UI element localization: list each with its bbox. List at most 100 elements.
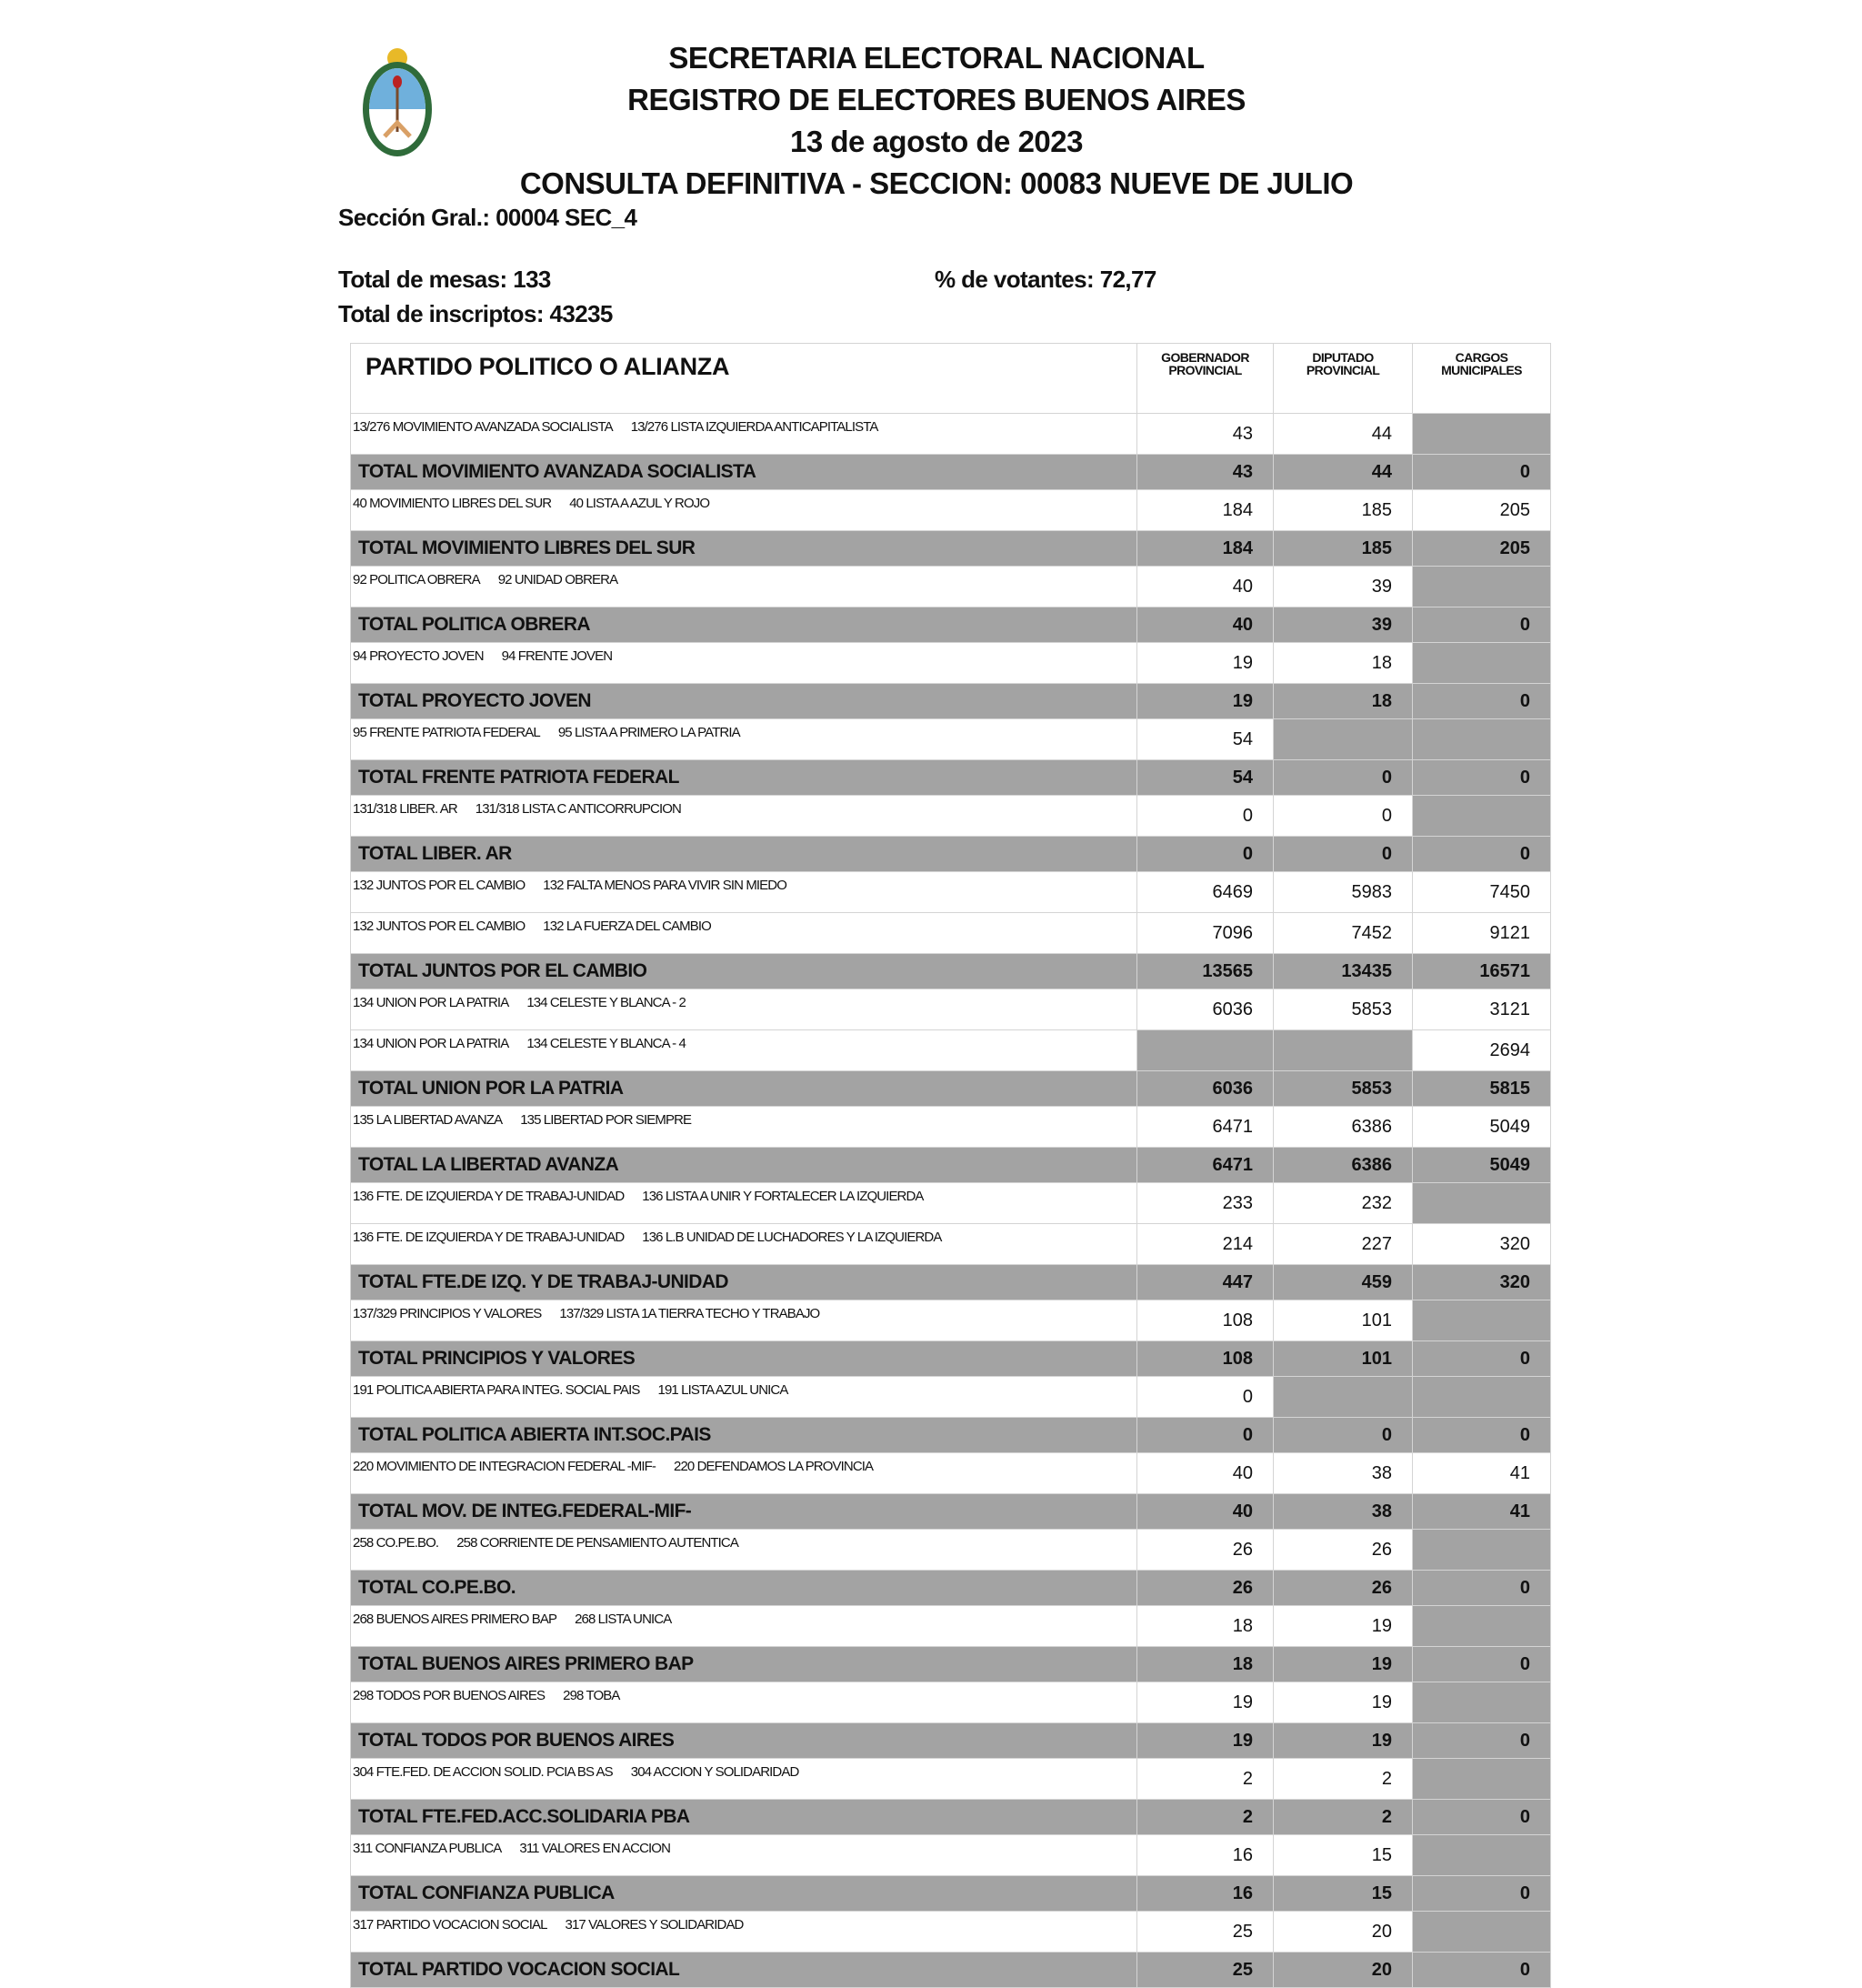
party-cell: TOTAL CONFIANZA PUBLICA: [350, 1875, 1137, 1912]
total-row: TOTAL POLITICA ABIERTA INT.SOC.PAIS 0 0 0: [350, 1417, 1551, 1453]
gobernador-value: 233: [1136, 1182, 1274, 1224]
total-row: TOTAL PROYECTO JOVEN 19 18 0: [350, 683, 1551, 719]
gobernador-value: 19: [1136, 683, 1274, 719]
municipales-value: 5815: [1412, 1070, 1551, 1107]
diputado-value: 5853: [1273, 989, 1413, 1030]
list-row: 311 CONFIANZA PUBLICA 311 VALORES EN ACCI…: [350, 1834, 1551, 1876]
party-cell: TOTAL CO.PE.BO.: [350, 1570, 1137, 1606]
gobernador-value: 0: [1136, 1376, 1274, 1418]
gobernador-value: 6471: [1136, 1147, 1274, 1183]
list-name: 131/318 LISTA C ANTICORRUPCION: [475, 801, 682, 817]
municipales-value: [1412, 718, 1551, 760]
diputado-value: 19: [1273, 1682, 1413, 1723]
party-name: 13/276 MOVIMIENTO AVANZADA SOCIALISTA: [353, 419, 614, 435]
municipales-value: [1412, 1182, 1551, 1224]
list-name: 298 TOBA: [563, 1688, 620, 1703]
column-header-line: CARGOS: [1455, 350, 1508, 365]
party-name: 268 BUENOS AIRES PRIMERO BAP: [353, 1611, 557, 1627]
party-name: 135 LA LIBERTAD AVANZA: [353, 1112, 503, 1128]
party-cell: 131/318 LIBER. AR 131/318 LISTA C ANTICOR…: [350, 795, 1137, 837]
column-header-party: PARTIDO POLITICO O ALIANZA: [350, 343, 1137, 414]
party-name: TOTAL POLITICA ABIERTA INT.SOC.PAIS: [358, 1424, 711, 1445]
party-name: TOTAL PROYECTO JOVEN: [358, 690, 592, 711]
total-row: TOTAL POLITICA OBRERA 40 39 0: [350, 607, 1551, 643]
gobernador-value: 54: [1136, 718, 1274, 760]
gobernador-value: 6036: [1136, 1070, 1274, 1107]
total-row: TOTAL TODOS POR BUENOS AIRES 19 19 0: [350, 1722, 1551, 1759]
pct-votantes: % de votantes: 72,77: [935, 266, 1156, 293]
party-name: TOTAL LIBER. AR: [358, 843, 512, 864]
party-cell: TOTAL LIBER. AR: [350, 836, 1137, 872]
municipales-value: 0: [1412, 759, 1551, 796]
party-cell: 317 PARTIDO VOCACION SOCIAL 317 VALORES Y…: [350, 1911, 1137, 1953]
party-cell: 132 JUNTOS POR EL CAMBIO 132 FALTA MENOS …: [350, 871, 1137, 913]
diputado-value: 15: [1273, 1834, 1413, 1876]
party-cell: 40 MOVIMIENTO LIBRES DEL SUR 40 LISTA A A…: [350, 489, 1137, 531]
party-cell: 311 CONFIANZA PUBLICA 311 VALORES EN ACCI…: [350, 1834, 1137, 1876]
list-row: 268 BUENOS AIRES PRIMERO BAP 268 LISTA UN…: [350, 1605, 1551, 1647]
diputado-value: 7452: [1273, 912, 1413, 954]
municipales-value: 16571: [1412, 953, 1551, 989]
total-row: TOTAL LA LIBERTAD AVANZA 6471 6386 5049: [350, 1147, 1551, 1183]
gobernador-value: 40: [1136, 566, 1274, 607]
gobernador-value: 19: [1136, 642, 1274, 684]
column-header-line: PROVINCIAL: [1168, 363, 1242, 377]
list-row: 134 UNION POR LA PATRIA 134 CELESTE Y BLA…: [350, 1029, 1551, 1071]
table-header-row: PARTIDO POLITICO O ALIANZA GOBERNADOR PRO…: [350, 343, 1551, 414]
party-name: 258 CO.PE.BO.: [353, 1535, 439, 1551]
party-cell: 92 POLITICA OBRERA 92 UNIDAD OBRERA: [350, 566, 1137, 607]
diputado-value: 44: [1273, 413, 1413, 455]
gobernador-value: 40: [1136, 607, 1274, 643]
list-row: 317 PARTIDO VOCACION SOCIAL 317 VALORES Y…: [350, 1911, 1551, 1953]
total-row: TOTAL BUENOS AIRES PRIMERO BAP 18 19 0: [350, 1646, 1551, 1682]
diputado-value: [1273, 718, 1413, 760]
gobernador-value: 13565: [1136, 953, 1274, 989]
municipales-value: 7450: [1412, 871, 1551, 913]
total-row: TOTAL MOVIMIENTO LIBRES DEL SUR 184 185 205: [350, 530, 1551, 567]
list-row: 304 FTE.FED. DE ACCION SOLID. PCIA BS AS…: [350, 1758, 1551, 1800]
header-title: SECRETARIA ELECTORAL NACIONAL: [668, 41, 1205, 75]
party-cell: TOTAL MOVIMIENTO AVANZADA SOCIALISTA: [350, 454, 1137, 490]
diputado-value: 459: [1273, 1264, 1413, 1300]
gobernador-value: 19: [1136, 1682, 1274, 1723]
gobernador-value: 108: [1136, 1300, 1274, 1341]
party-name: TOTAL LA LIBERTAD AVANZA: [358, 1154, 619, 1175]
column-header-line: GOBERNADOR: [1161, 350, 1249, 365]
diputado-value: 20: [1273, 1911, 1413, 1953]
gobernador-value: 0: [1136, 836, 1274, 872]
party-name: TOTAL MOV. DE INTEG.FEDERAL-MIF-: [358, 1501, 692, 1521]
gobernador-value: 43: [1136, 413, 1274, 455]
party-name: 136 FTE. DE IZQUIERDA Y DE TRABAJ-UNIDAD: [353, 1230, 625, 1245]
party-name: 136 FTE. DE IZQUIERDA Y DE TRABAJ-UNIDAD: [353, 1189, 625, 1204]
diputado-value: 0: [1273, 759, 1413, 796]
total-row: TOTAL FTE.DE IZQ. Y DE TRABAJ-UNIDAD 447 4…: [350, 1264, 1551, 1300]
list-name: 132 FALTA MENOS PARA VIVIR SIN MIEDO: [543, 878, 787, 893]
party-name: TOTAL PRINCIPIOS Y VALORES: [358, 1348, 636, 1369]
party-name: TOTAL FTE.FED.ACC.SOLIDARIA PBA: [358, 1806, 690, 1827]
municipales-value: [1412, 413, 1551, 455]
list-row: 92 POLITICA OBRERA 92 UNIDAD OBRERA 40 39: [350, 566, 1551, 607]
party-name: 220 MOVIMIENTO DE INTEGRACION FEDERAL -M…: [353, 1459, 656, 1474]
gobernador-value: 2: [1136, 1758, 1274, 1800]
coat-of-arms-logo: [363, 48, 432, 156]
diputado-value: 26: [1273, 1529, 1413, 1571]
party-cell: 135 LA LIBERTAD AVANZA 135 LIBERTAD POR S…: [350, 1106, 1137, 1148]
party-name: 132 JUNTOS POR EL CAMBIO: [353, 878, 526, 893]
municipales-value: 5049: [1412, 1147, 1551, 1183]
total-row: TOTAL PRINCIPIOS Y VALORES 108 101 0: [350, 1340, 1551, 1377]
list-row: 132 JUNTOS POR EL CAMBIO 132 FALTA MENOS …: [350, 871, 1551, 913]
municipales-value: [1412, 1758, 1551, 1800]
party-cell: 134 UNION POR LA PATRIA 134 CELESTE Y BLA…: [350, 1029, 1137, 1071]
municipales-value: 0: [1412, 1799, 1551, 1835]
list-row: 136 FTE. DE IZQUIERDA Y DE TRABAJ-UNIDAD…: [350, 1182, 1551, 1224]
diputado-value: 5853: [1273, 1070, 1413, 1107]
list-name: 220 DEFENDAMOS LA PROVINCIA: [674, 1459, 874, 1474]
party-cell: TOTAL LA LIBERTAD AVANZA: [350, 1147, 1137, 1183]
party-cell: 13/276 MOVIMIENTO AVANZADA SOCIALISTA 13/…: [350, 413, 1137, 455]
gobernador-value: 2: [1136, 1799, 1274, 1835]
gobernador-value: 25: [1136, 1952, 1274, 1988]
diputado-value: 13435: [1273, 953, 1413, 989]
diputado-value: 38: [1273, 1452, 1413, 1494]
party-cell: TOTAL FTE.DE IZQ. Y DE TRABAJ-UNIDAD: [350, 1264, 1137, 1300]
party-name: 317 PARTIDO VOCACION SOCIAL: [353, 1917, 547, 1933]
